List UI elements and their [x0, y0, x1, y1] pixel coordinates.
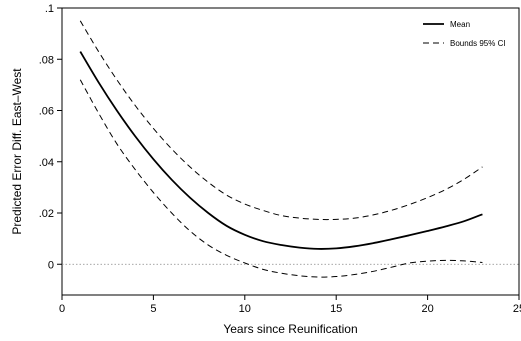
series-mean-line [79, 51, 483, 250]
legend-label: Bounds 95% CI [450, 39, 506, 48]
y-tick-label: .08 [39, 54, 54, 66]
x-tick-label: 15 [330, 303, 342, 315]
series-upper-bound-line [79, 20, 483, 221]
y-tick-label: .06 [39, 106, 54, 118]
plot-frame [61, 7, 520, 296]
series-lower-bound-line [79, 79, 483, 278]
legend: Mean Bounds 95% CI [423, 20, 506, 48]
y-tick-label: .02 [39, 208, 54, 220]
x-axis-title: Years since Reunification [223, 322, 357, 336]
y-tick-label: .04 [39, 157, 54, 169]
x-tick-label: 10 [239, 303, 251, 315]
x-tick-label: 5 [150, 303, 156, 315]
legend-label: Mean [450, 20, 470, 29]
y-tick-label: .1 [45, 3, 54, 15]
axes: 0 5 10 15 20 25 0 .02 .04 .06 .08 .1 [39, 3, 521, 315]
plot-marks [62, 20, 519, 278]
x-tick-label: 20 [421, 303, 433, 315]
x-tick-label: 0 [59, 303, 65, 315]
y-tick-label: 0 [48, 259, 54, 271]
y-axis-title: Predicted Error Diff. East–West [10, 68, 24, 235]
x-tick-label: 25 [513, 303, 521, 315]
